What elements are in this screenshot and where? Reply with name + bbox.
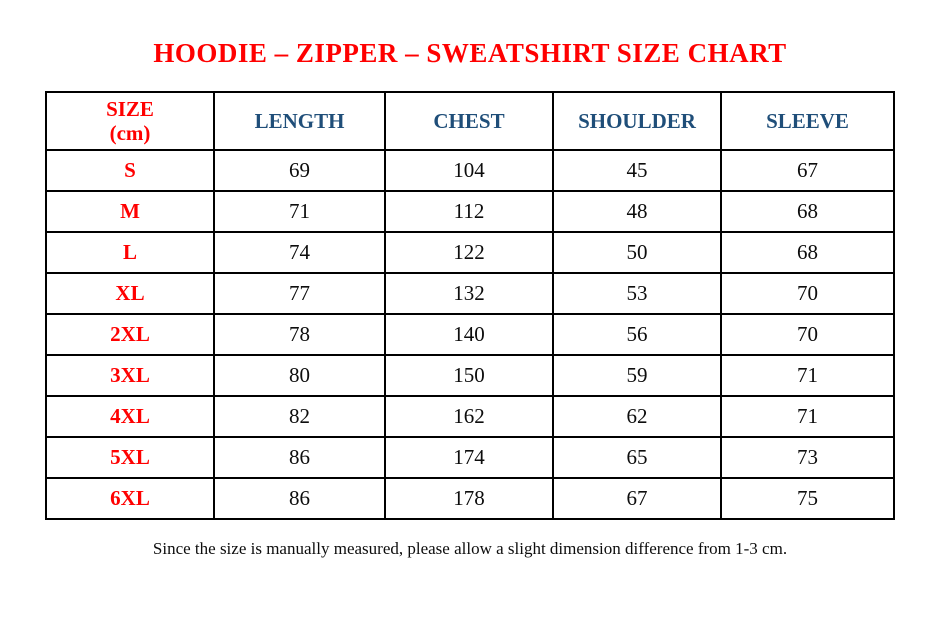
size-header-line2: (cm) bbox=[109, 121, 151, 145]
table-row: 2XL 78 140 56 70 bbox=[45, 313, 895, 356]
cell-chest: 132 bbox=[384, 272, 554, 315]
cell-shoulder: 67 bbox=[552, 477, 722, 520]
cell-shoulder: 45 bbox=[552, 149, 722, 192]
cell-chest: 122 bbox=[384, 231, 554, 274]
column-header-length: LENGTH bbox=[213, 91, 386, 151]
cell-sleeve: 68 bbox=[720, 190, 895, 233]
cell-sleeve: 68 bbox=[720, 231, 895, 274]
cell-shoulder: 48 bbox=[552, 190, 722, 233]
table-row: 6XL 86 178 67 75 bbox=[45, 477, 895, 520]
column-header-size: SIZE (cm) bbox=[45, 91, 215, 151]
cell-chest: 140 bbox=[384, 313, 554, 356]
cell-size: L bbox=[45, 231, 215, 274]
cell-size: M bbox=[45, 190, 215, 233]
cell-length: 86 bbox=[213, 477, 386, 520]
cell-size: 5XL bbox=[45, 436, 215, 479]
cell-sleeve: 67 bbox=[720, 149, 895, 192]
cell-size: 6XL bbox=[45, 477, 215, 520]
cell-length: 77 bbox=[213, 272, 386, 315]
stray-dot: . bbox=[476, 38, 480, 54]
table-header-row: SIZE (cm) LENGTH CHEST SHOULDER SLEEVE bbox=[45, 91, 895, 151]
cell-chest: 150 bbox=[384, 354, 554, 397]
cell-sleeve: 70 bbox=[720, 272, 895, 315]
cell-shoulder: 53 bbox=[552, 272, 722, 315]
cell-chest: 112 bbox=[384, 190, 554, 233]
cell-shoulder: 56 bbox=[552, 313, 722, 356]
cell-shoulder: 50 bbox=[552, 231, 722, 274]
table-row: M 71 112 48 68 bbox=[45, 190, 895, 233]
table-row: S 69 104 45 67 bbox=[45, 149, 895, 192]
cell-size: 4XL bbox=[45, 395, 215, 438]
table-row: 5XL 86 174 65 73 bbox=[45, 436, 895, 479]
cell-length: 74 bbox=[213, 231, 386, 274]
table-row: XL 77 132 53 70 bbox=[45, 272, 895, 315]
cell-chest: 104 bbox=[384, 149, 554, 192]
page-title: HOODIE – ZIPPER – SWEATSHIRT SIZE CHART bbox=[153, 38, 787, 68]
cell-sleeve: 70 bbox=[720, 313, 895, 356]
size-header-line1: SIZE bbox=[106, 96, 154, 121]
cell-shoulder: 62 bbox=[552, 395, 722, 438]
cell-sleeve: 75 bbox=[720, 477, 895, 520]
cell-shoulder: 65 bbox=[552, 436, 722, 479]
cell-sleeve: 71 bbox=[720, 354, 895, 397]
cell-chest: 178 bbox=[384, 477, 554, 520]
size-chart-table: SIZE (cm) LENGTH CHEST SHOULDER SLEEVE S… bbox=[45, 91, 895, 520]
cell-length: 82 bbox=[213, 395, 386, 438]
cell-length: 86 bbox=[213, 436, 386, 479]
cell-shoulder: 59 bbox=[552, 354, 722, 397]
cell-size: XL bbox=[45, 272, 215, 315]
column-header-chest: CHEST bbox=[384, 91, 554, 151]
cell-size: S bbox=[45, 149, 215, 192]
cell-sleeve: 71 bbox=[720, 395, 895, 438]
measurement-note: Since the size is manually measured, ple… bbox=[152, 539, 788, 558]
table-row: 3XL 80 150 59 71 bbox=[45, 354, 895, 397]
cell-size: 2XL bbox=[45, 313, 215, 356]
column-header-sleeve: SLEEVE bbox=[720, 91, 895, 151]
cell-length: 69 bbox=[213, 149, 386, 192]
cell-sleeve: 73 bbox=[720, 436, 895, 479]
cell-chest: 162 bbox=[384, 395, 554, 438]
column-header-shoulder: SHOULDER bbox=[552, 91, 722, 151]
cell-size: 3XL bbox=[45, 354, 215, 397]
cell-length: 80 bbox=[213, 354, 386, 397]
cell-length: 78 bbox=[213, 313, 386, 356]
table-row: 4XL 82 162 62 71 bbox=[45, 395, 895, 438]
table-row: L 74 122 50 68 bbox=[45, 231, 895, 274]
cell-chest: 174 bbox=[384, 436, 554, 479]
cell-length: 71 bbox=[213, 190, 386, 233]
